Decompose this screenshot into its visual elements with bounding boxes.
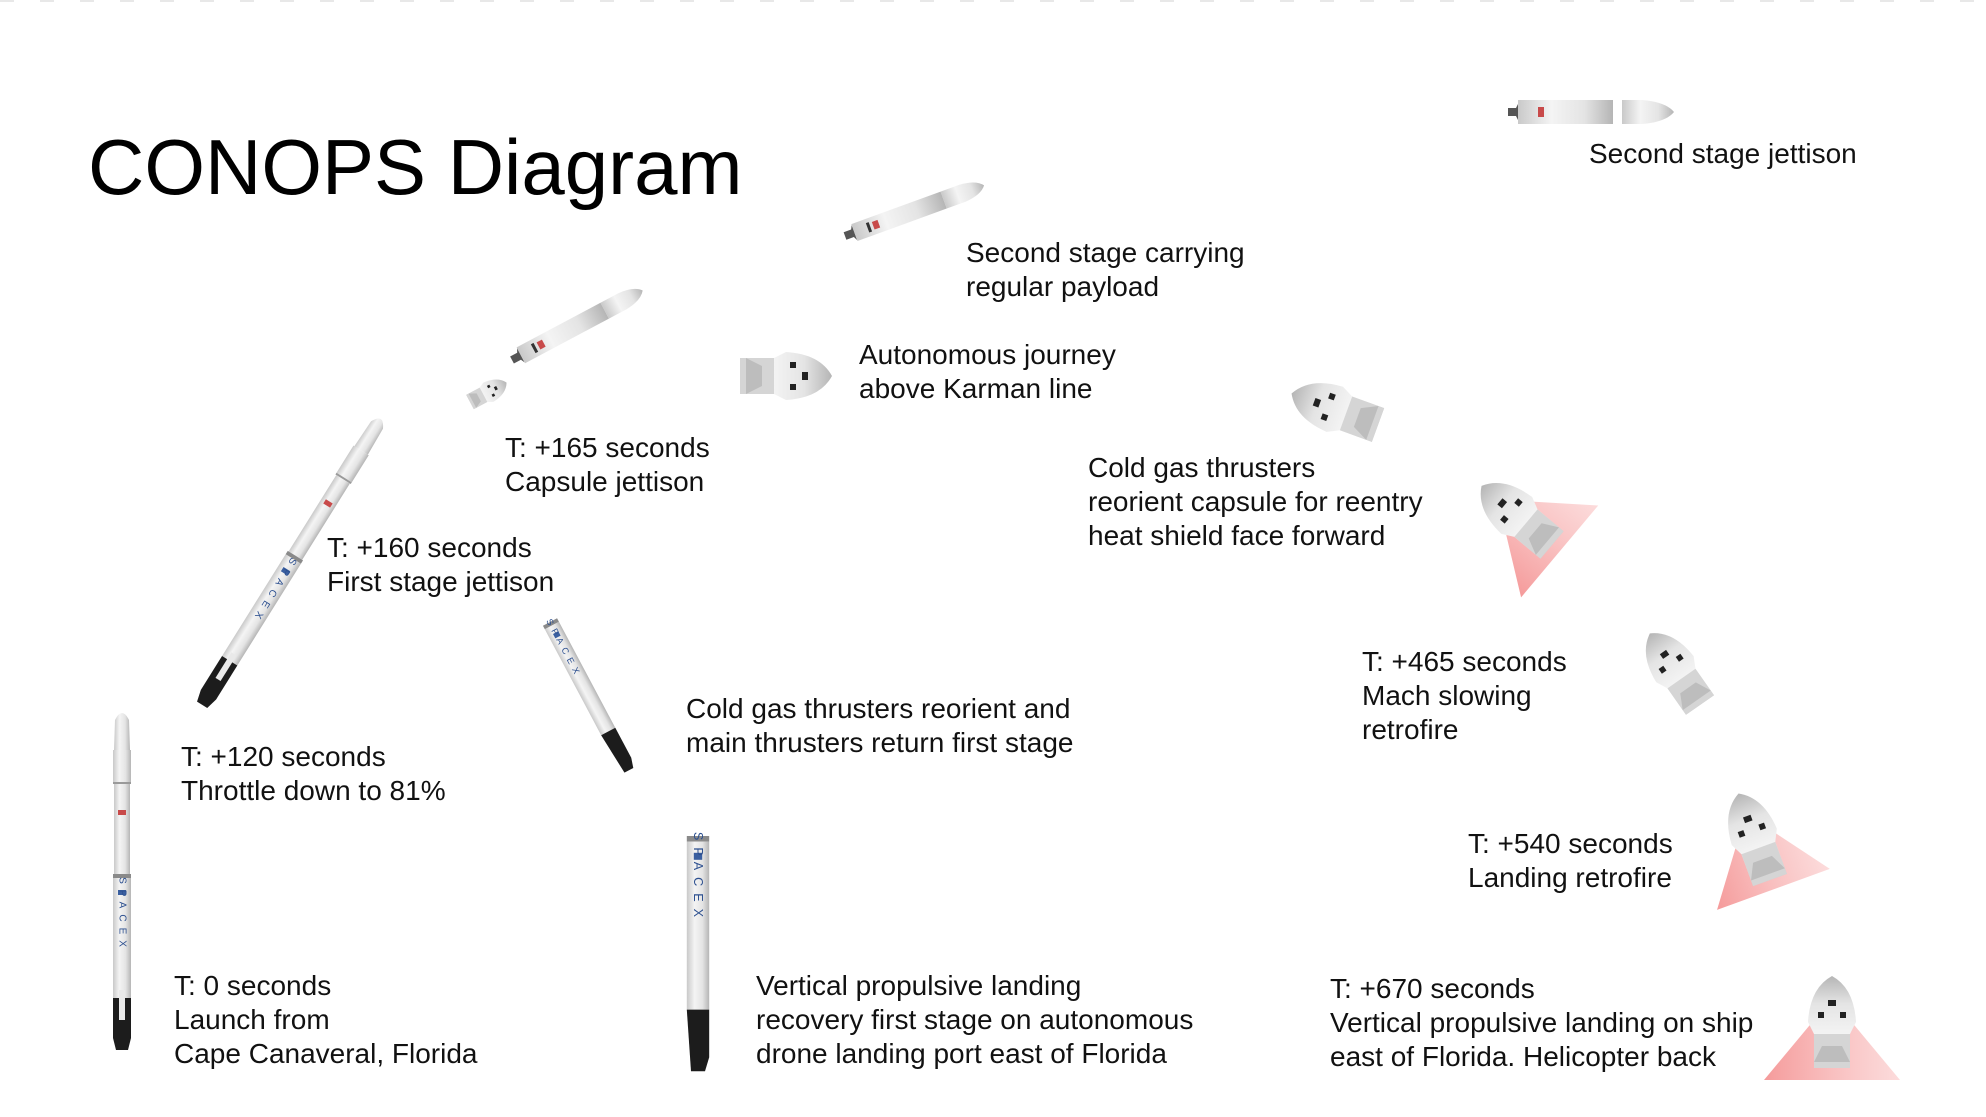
second-stage-icon — [841, 176, 988, 245]
label-line: reorient capsule for reentry — [1088, 486, 1423, 517]
label-landing-retrofire: T: +540 seconds Landing retrofire — [1468, 827, 1673, 895]
label-reorient-capsule: Cold gas thrusters reorient capsule for … — [1088, 451, 1423, 553]
label-line: east of Florida. Helicopter back — [1330, 1041, 1716, 1072]
label-line: Autonomous journey — [859, 339, 1116, 370]
capsule-reorienting-icon — [1283, 370, 1387, 448]
label-line: Vertical propulsive landing — [756, 970, 1082, 1001]
label-second-stage-payload: Second stage carrying regular payload — [966, 236, 1245, 304]
label-line: Landing retrofire — [1468, 862, 1672, 893]
label-line: Launch from — [174, 1004, 330, 1035]
label-line: recovery first stage on autonomous — [756, 1004, 1194, 1035]
label-line: T: +540 seconds — [1468, 828, 1673, 859]
label-line: Capsule jettison — [505, 466, 705, 497]
top-dashed-border — [0, 0, 1986, 2]
label-line: drone landing port east of Florida — [756, 1038, 1167, 1069]
label-capsule-landing: T: +670 seconds Vertical propulsive land… — [1330, 972, 1753, 1074]
label-line: T: +160 seconds — [327, 532, 532, 563]
label-line: T: 0 seconds — [174, 970, 332, 1001]
label-line: First stage jettison — [327, 566, 555, 597]
page-title: CONOPS Diagram — [88, 123, 743, 211]
capsule-jettison-icon — [464, 373, 512, 412]
label-capsule-jettison: T: +165 seconds Capsule jettison — [505, 431, 710, 499]
second-stage-separated-icon — [1508, 100, 1674, 124]
label-first-stage-jettison: T: +160 seconds First stage jettison — [327, 531, 554, 599]
first-stage-landed-icon — [686, 831, 710, 1072]
label-line: Cold gas thrusters — [1088, 452, 1316, 483]
label-line: T: +165 seconds — [505, 432, 710, 463]
label-mach-slowing: T: +465 seconds Mach slowing retrofire — [1362, 645, 1567, 747]
label-autonomous-journey: Autonomous journey above Karman line — [859, 338, 1116, 406]
capsule-landing-icon — [1764, 976, 1900, 1080]
label-line: T: +120 seconds — [181, 741, 386, 772]
label-line: heat shield face forward — [1088, 520, 1386, 551]
second-stage-with-capsule-icon — [507, 282, 647, 368]
capsule-coasting-icon — [740, 352, 832, 400]
label-line: Vertical propulsive landing on ship — [1330, 1007, 1754, 1038]
label-line: Throttle down to 81% — [181, 775, 446, 806]
capsule-reentry-flame-icon — [1466, 467, 1599, 598]
label-line: above Karman line — [859, 373, 1093, 404]
rocket-full-vertical-icon — [113, 713, 131, 1050]
label-line: Second stage jettison — [1589, 138, 1857, 169]
label-line: main thrusters return first stage — [686, 727, 1074, 758]
label-line: Mach slowing — [1362, 680, 1532, 711]
label-second-stage-jettison: Second stage jettison — [1589, 137, 1857, 171]
label-first-stage-return: Cold gas thrusters reorient and main thr… — [686, 692, 1073, 760]
label-line: retrofire — [1362, 714, 1459, 745]
capsule-retrofire-icon — [1715, 785, 1830, 910]
capsule-slowing-icon — [1631, 620, 1719, 719]
label-line: Second stage carrying — [966, 237, 1245, 268]
label-launch: T: 0 seconds Launch from Cape Canaveral,… — [174, 969, 478, 1071]
label-first-stage-landing: Vertical propulsive landing recovery fir… — [756, 969, 1193, 1071]
label-line: T: +465 seconds — [1362, 646, 1567, 677]
first-stage-returning-icon — [541, 615, 636, 775]
label-line: Cold gas thrusters reorient and — [686, 693, 1071, 724]
label-throttle: T: +120 seconds Throttle down to 81% — [181, 740, 446, 808]
label-line: T: +670 seconds — [1330, 973, 1535, 1004]
rocket-full-tilted-icon — [194, 414, 389, 710]
label-line: regular payload — [966, 271, 1160, 302]
label-line: Cape Canaveral, Florida — [174, 1038, 478, 1069]
